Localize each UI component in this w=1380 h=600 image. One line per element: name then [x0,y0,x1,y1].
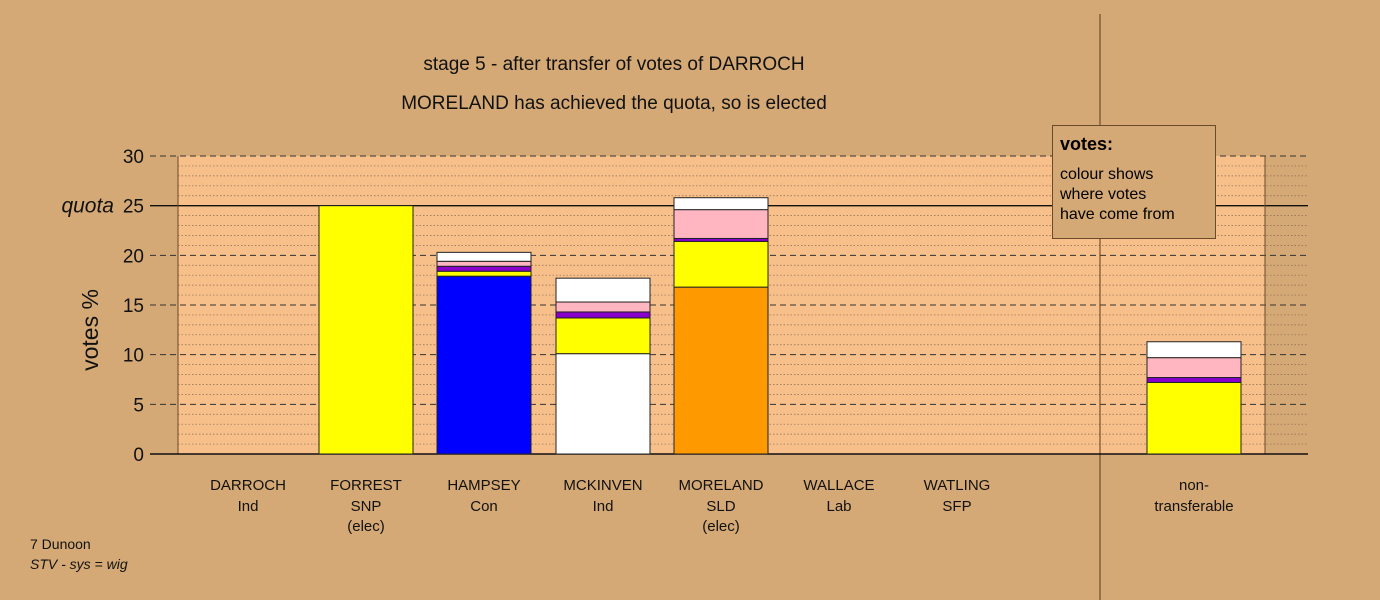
y-tick-label: 5 [133,395,144,416]
candidate-party-label: Con [470,498,498,515]
ward-label: 7 Dunoon [30,536,91,552]
nontransferable-label-line1: non- [1179,477,1209,494]
bar-hampsey-segment [436,275,532,455]
legend-title: votes: [1060,134,1114,154]
y-tick-label: 30 [123,147,144,168]
legend-text: colour shows where votes have come from [1060,166,1175,223]
y-tick-label: 10 [123,346,144,367]
y-tick-label: 15 [123,296,144,317]
y-tick-label: 0 [133,445,144,466]
bar-hampsey-segment [436,260,532,267]
candidate-party-label: SNP [351,498,382,515]
bar-hampsey-segment [436,251,532,262]
candidate-name-label: MORELAND [678,477,763,494]
quota-label: quota [61,195,114,218]
bar-nontransferable-segment [1146,381,1242,455]
bar-forrest-segment [318,205,414,455]
candidate-name-label: MCKINVEN [563,477,642,494]
bar-mckinven-segment [555,277,651,303]
candidate-party-label: SFP [942,498,971,515]
candidate-note-label: (elec) [347,518,385,535]
y-axis-label: votes % [77,289,103,371]
legend: votes: colour shows where votes have com… [1052,125,1216,239]
chart-subtitle: MORELAND has achieved the quota, so is e… [401,93,827,114]
chart-title: stage 5 - after transfer of votes of DAR… [423,54,805,75]
bar-mckinven-segment [555,301,651,313]
candidate-name-label: WALLACE [803,477,874,494]
candidate-name-label: HAMPSEY [447,477,520,494]
y-tick-label: 20 [123,246,144,267]
system-label: STV - sys = wig [30,556,128,572]
candidate-name-label: FORREST [330,477,402,494]
bar-mckinven-segment [555,311,651,319]
bar-moreland-segment [673,240,769,288]
bar-moreland-segment [673,197,769,211]
candidate-name-label: WATLING [924,477,991,494]
candidate-party-label: Ind [593,498,614,515]
y-tick-label: 25 [123,197,144,218]
bar-hampsey-segment [436,265,532,272]
candidate-party-label: SLD [706,498,735,515]
bar-moreland-segment [673,209,769,239]
bar-nontransferable-segment [1146,341,1242,359]
candidate-name-label: DARROCH [210,477,286,494]
candidate-party-label: Ind [238,498,259,515]
bar-mckinven-segment [555,317,651,355]
candidate-party-label: Lab [826,498,851,515]
nontransferable-label-line2: transferable [1154,498,1233,515]
bar-nontransferable-segment [1146,357,1242,379]
bar-nontransferable-segment [1146,377,1242,383]
bar-mckinven-segment [555,353,651,455]
bar-moreland-segment [673,286,769,455]
bar-hampsey-segment [436,270,532,277]
candidate-note-label: (elec) [702,518,740,535]
